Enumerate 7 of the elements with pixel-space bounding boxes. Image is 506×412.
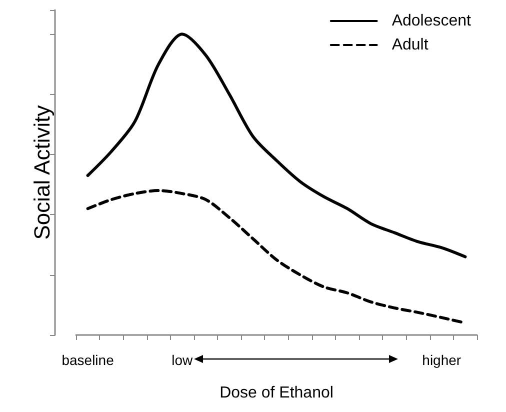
x-tick-label: higher [422, 352, 462, 368]
legend-label: Adolescent [392, 12, 472, 30]
y-axis-title: Social Activity [30, 105, 54, 240]
legend-label: Adult [392, 36, 429, 54]
x-axis-title: Dose of Ethanol [220, 384, 334, 402]
x-tick-label: low [172, 352, 194, 368]
x-tick-label: baseline [62, 352, 114, 368]
